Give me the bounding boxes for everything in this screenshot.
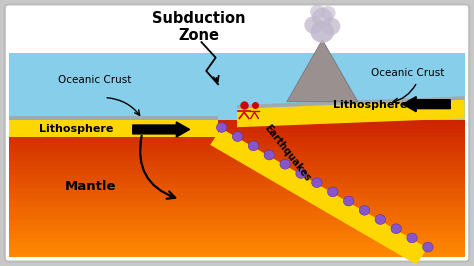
Circle shape (296, 169, 306, 178)
Text: Mantle: Mantle (64, 180, 116, 193)
Circle shape (359, 205, 370, 215)
Polygon shape (213, 49, 465, 120)
Bar (9, 216, 465, 221)
Text: Lithosphere: Lithosphere (39, 124, 113, 134)
Circle shape (391, 224, 401, 234)
Bar (9, 8, 465, 53)
Bar (9, 170, 465, 175)
Bar (9, 161, 465, 165)
Circle shape (320, 6, 336, 20)
Bar (9, 188, 465, 193)
Text: Lithosphere: Lithosphere (333, 100, 407, 110)
Bar (9, 207, 465, 211)
Bar (9, 152, 465, 156)
Polygon shape (9, 116, 218, 120)
Bar (9, 147, 465, 152)
Circle shape (312, 8, 333, 27)
Circle shape (328, 187, 338, 197)
Bar (9, 198, 465, 202)
Bar (9, 234, 465, 239)
Circle shape (280, 159, 291, 169)
Bar (9, 138, 465, 143)
Polygon shape (237, 100, 465, 127)
Circle shape (248, 141, 259, 151)
Circle shape (304, 16, 323, 34)
Circle shape (217, 123, 227, 132)
Bar (9, 134, 465, 138)
Circle shape (423, 242, 433, 252)
Bar (9, 225, 465, 230)
Circle shape (310, 21, 334, 43)
Bar (9, 230, 465, 234)
Circle shape (407, 233, 417, 243)
Circle shape (312, 178, 322, 188)
Text: Earthquakes: Earthquakes (262, 123, 312, 183)
Polygon shape (210, 128, 428, 264)
Bar (9, 193, 465, 198)
Circle shape (343, 196, 354, 206)
Bar (9, 211, 465, 216)
Circle shape (375, 215, 385, 225)
FancyArrow shape (133, 122, 190, 137)
Bar (9, 129, 465, 134)
Circle shape (321, 18, 340, 35)
Bar (9, 243, 465, 248)
Polygon shape (287, 40, 358, 102)
Bar (9, 179, 465, 184)
Circle shape (232, 132, 243, 142)
Text: Oceanic Crust: Oceanic Crust (371, 68, 444, 78)
FancyArrow shape (403, 97, 450, 112)
FancyBboxPatch shape (5, 5, 469, 261)
Bar (9, 53, 213, 120)
Bar (9, 156, 465, 161)
Circle shape (310, 5, 325, 19)
Bar (9, 252, 465, 257)
Circle shape (264, 150, 274, 160)
Bar (9, 184, 465, 188)
Bar (9, 202, 465, 207)
Bar (9, 124, 465, 129)
Bar (9, 175, 465, 179)
Bar (9, 120, 465, 124)
Text: Subduction
Zone: Subduction Zone (152, 11, 246, 43)
Polygon shape (237, 96, 465, 109)
Bar (9, 221, 465, 225)
Bar (9, 248, 465, 252)
Bar (9, 239, 465, 243)
Polygon shape (9, 120, 218, 138)
Bar (9, 143, 465, 147)
Text: Oceanic Crust: Oceanic Crust (58, 75, 131, 85)
Bar (9, 165, 465, 170)
